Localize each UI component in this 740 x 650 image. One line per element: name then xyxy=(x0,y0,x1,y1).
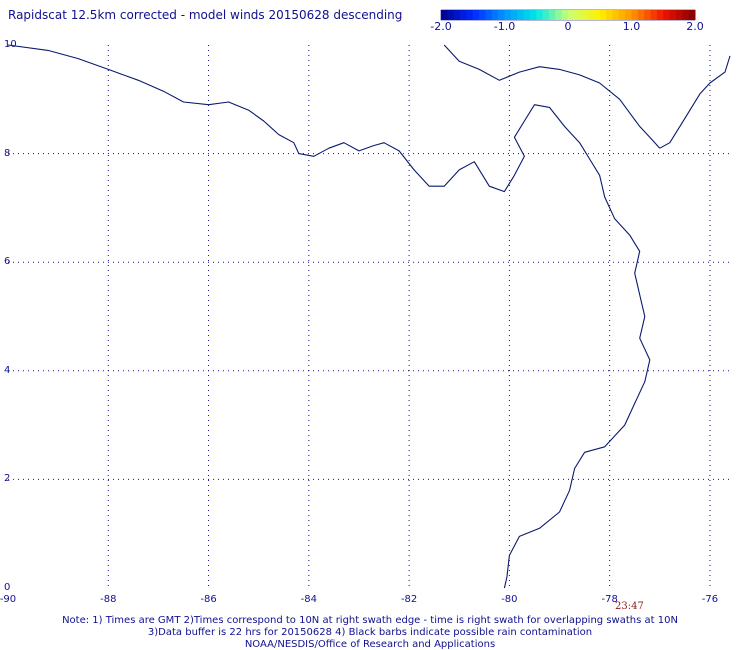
colorbar-segment xyxy=(517,10,525,20)
colorbar-segment xyxy=(491,10,499,20)
colorbar-segment xyxy=(650,10,658,20)
colorbar-segment xyxy=(453,10,461,20)
latitude-label: 10 xyxy=(4,39,17,50)
colorbar-segment xyxy=(625,10,632,20)
colorbar-segment xyxy=(669,10,677,20)
longitude-label: -80 xyxy=(501,594,518,605)
colorbar-segment xyxy=(663,10,671,20)
map-title: Rapidscat 12.5km corrected - model winds… xyxy=(8,8,403,22)
colorbar-segment xyxy=(523,10,531,20)
longitude-label: -86 xyxy=(200,594,217,605)
colorbar-segment xyxy=(612,10,620,20)
colorbar-segment xyxy=(542,10,550,20)
latitude-label: 2 xyxy=(4,473,11,485)
colorbar-segment xyxy=(529,10,537,20)
colorbar-tick-label: 0 xyxy=(564,20,572,33)
colorbar-segment xyxy=(587,10,594,20)
latitude-label: 0 xyxy=(4,582,11,593)
latitude-label: 8 xyxy=(4,147,11,159)
colorbar-tick-label: -1.0 xyxy=(493,20,516,33)
colorbar-segment xyxy=(682,10,690,20)
colorbar-segment xyxy=(688,10,696,20)
colorbar-segment xyxy=(485,10,493,20)
colorbar-tick-label: -2.0 xyxy=(430,20,452,33)
longitude-label: -90 xyxy=(0,594,17,605)
colorbar-segment xyxy=(606,10,613,20)
lat-lon-grid xyxy=(8,45,730,588)
map-frame xyxy=(8,45,730,588)
colorbar-segment xyxy=(498,10,505,20)
longitude-label: -78 xyxy=(601,594,618,605)
colorbar-tick-label: 2.0 xyxy=(686,20,704,33)
coastline xyxy=(7,44,731,589)
colorbar-segment xyxy=(580,10,588,20)
colorbar-segment xyxy=(656,10,664,20)
colorbar-segment xyxy=(568,10,575,20)
colorbar-segment xyxy=(675,10,683,20)
colorbar-segment xyxy=(536,10,544,20)
colorbar-segment xyxy=(593,10,601,20)
colorbar-segment xyxy=(561,10,569,20)
pass-time-label: 23:47 xyxy=(615,601,644,612)
colorbar-segment xyxy=(548,10,556,20)
colorbar-segment xyxy=(460,10,467,20)
longitude-label: -76 xyxy=(701,594,719,605)
colorbar-segment xyxy=(479,10,486,20)
colorbar-segment xyxy=(637,10,645,20)
colorbar-segment xyxy=(504,10,512,20)
coastline-segment xyxy=(659,55,731,149)
longitude-label: -88 xyxy=(100,594,117,605)
colorbar-segment xyxy=(466,10,474,20)
note-line-2: 3)Data buffer is 22 hrs for 20150628 4) … xyxy=(147,627,593,638)
colorbar-segment xyxy=(447,10,455,20)
colorbar-segment xyxy=(599,10,607,20)
colorbar-tick-label: 1.0 xyxy=(622,20,641,33)
coastline-segment xyxy=(443,44,661,149)
latitude-label: 4 xyxy=(4,364,11,376)
colorbar-segment xyxy=(441,10,448,20)
note-line-1: Note: 1) Times are GMT 2)Times correspon… xyxy=(62,615,678,626)
latitude-label: 6 xyxy=(4,256,11,268)
longitude-label: -84 xyxy=(300,594,317,605)
note-line-3: NOAA/NESDIS/Office of Research and Appli… xyxy=(244,639,496,650)
colorbar-segment xyxy=(644,10,652,20)
colorbar-segment xyxy=(631,10,639,20)
colorbar-segment xyxy=(555,10,563,20)
colorbar-segment xyxy=(574,10,582,20)
colorbar-segment xyxy=(618,10,626,20)
coastline-segment xyxy=(7,44,651,589)
colorbar-segment xyxy=(472,10,480,20)
longitude-label: -82 xyxy=(400,594,418,605)
colorbar xyxy=(441,10,696,20)
colorbar-segment xyxy=(510,10,518,20)
